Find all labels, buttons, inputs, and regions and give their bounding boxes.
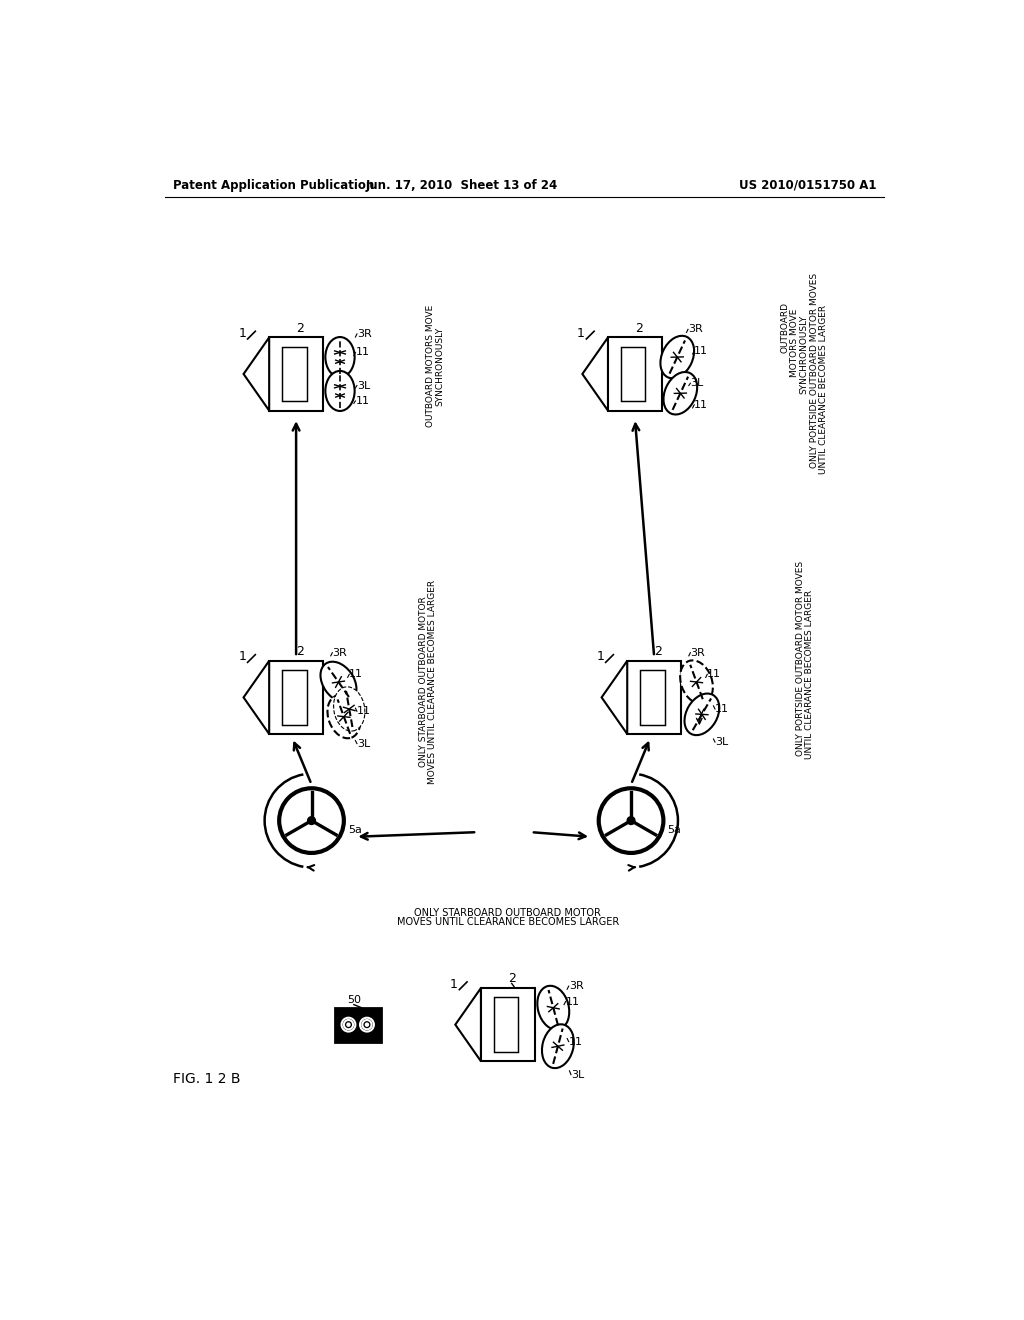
Text: 11: 11 (694, 346, 709, 356)
Text: MOVES UNTIL CLEARANCE BECOMES LARGER: MOVES UNTIL CLEARANCE BECOMES LARGER (396, 917, 618, 927)
Ellipse shape (680, 660, 713, 704)
Circle shape (599, 788, 664, 853)
Bar (608, 338, 662, 411)
Text: ONLY STARBOARD OUTBOARD MOTOR: ONLY STARBOARD OUTBOARD MOTOR (415, 908, 601, 917)
Text: ONLY PORTSIDE OUTBOARD MOTOR MOVES: ONLY PORTSIDE OUTBOARD MOTOR MOVES (810, 273, 819, 467)
Text: US 2010/0151750 A1: US 2010/0151750 A1 (739, 178, 877, 191)
Text: 11: 11 (355, 347, 370, 358)
Bar (640, 671, 665, 725)
Text: 11: 11 (694, 400, 709, 409)
Polygon shape (244, 661, 269, 734)
Ellipse shape (328, 696, 360, 738)
Bar (283, 347, 307, 401)
Bar (269, 338, 323, 411)
Ellipse shape (664, 372, 697, 414)
Text: 2: 2 (508, 973, 516, 985)
Text: 11: 11 (568, 1036, 583, 1047)
Ellipse shape (684, 693, 719, 735)
Bar (283, 671, 307, 725)
Text: 1: 1 (239, 651, 246, 664)
Text: 3L: 3L (571, 1069, 585, 1080)
Text: 11: 11 (349, 669, 364, 680)
Polygon shape (583, 338, 608, 411)
Text: 2: 2 (654, 645, 662, 659)
Bar (269, 661, 323, 734)
Text: 3R: 3R (333, 648, 347, 657)
Text: 5a: 5a (668, 825, 681, 836)
Bar (622, 347, 645, 401)
Ellipse shape (538, 986, 569, 1030)
Text: 1: 1 (239, 327, 246, 341)
Text: UNTIL CLEARANCE BECOMES LARGER: UNTIL CLEARANCE BECOMES LARGER (819, 305, 828, 474)
Text: 11: 11 (355, 396, 370, 407)
Bar (495, 997, 518, 1052)
Bar (481, 989, 535, 1061)
Polygon shape (244, 338, 269, 411)
Ellipse shape (326, 337, 354, 378)
Text: Jun. 17, 2010  Sheet 13 of 24: Jun. 17, 2010 Sheet 13 of 24 (366, 178, 558, 191)
Text: 3L: 3L (357, 380, 371, 391)
Text: 11: 11 (565, 997, 580, 1007)
Text: 3L: 3L (690, 379, 703, 388)
Text: OUTBOARD MOTORS MOVE: OUTBOARD MOTORS MOVE (426, 305, 435, 428)
Text: 11: 11 (715, 704, 729, 714)
Circle shape (627, 817, 635, 825)
Text: 11: 11 (708, 669, 721, 680)
Polygon shape (602, 661, 628, 734)
Ellipse shape (660, 335, 694, 379)
Text: 3R: 3R (690, 648, 706, 657)
Text: 3R: 3R (688, 325, 702, 334)
Ellipse shape (326, 371, 354, 411)
Circle shape (362, 1020, 372, 1030)
Text: 1: 1 (578, 327, 585, 341)
Text: Patent Application Publication: Patent Application Publication (173, 178, 374, 191)
Text: 3R: 3R (568, 981, 584, 991)
Text: 5a: 5a (348, 825, 361, 836)
Text: 2: 2 (296, 645, 304, 659)
Text: MOTORS MOVE: MOTORS MOVE (790, 309, 799, 378)
Ellipse shape (321, 661, 356, 702)
Text: 2: 2 (296, 322, 304, 335)
Text: 3L: 3L (715, 737, 728, 747)
Circle shape (344, 1020, 353, 1030)
Text: OUTBOARD: OUTBOARD (780, 302, 790, 354)
Text: FIG. 1 2 B: FIG. 1 2 B (173, 1072, 241, 1085)
Circle shape (307, 817, 315, 825)
Text: SYNCHRONOUSLY: SYNCHRONOUSLY (799, 315, 808, 395)
Text: UNTIL CLEARANCE BECOMES LARGER: UNTIL CLEARANCE BECOMES LARGER (805, 590, 814, 759)
Text: 3L: 3L (357, 739, 371, 748)
Bar (335, 1007, 381, 1041)
Ellipse shape (334, 686, 365, 731)
Circle shape (360, 1018, 374, 1032)
Text: 2: 2 (635, 322, 643, 335)
Text: 50: 50 (347, 995, 360, 1005)
Text: 11: 11 (357, 706, 371, 717)
Bar (628, 661, 681, 734)
Text: ONLY STARBOARD OUTBOARD MOTOR: ONLY STARBOARD OUTBOARD MOTOR (419, 597, 428, 767)
Text: MOVES UNTIL CLEARANCE BECOMES LARGER: MOVES UNTIL CLEARANCE BECOMES LARGER (428, 579, 437, 784)
Text: 1: 1 (596, 651, 604, 664)
Ellipse shape (542, 1024, 573, 1068)
Circle shape (347, 1023, 350, 1026)
Circle shape (342, 1018, 355, 1032)
Text: 1: 1 (450, 978, 458, 991)
Circle shape (366, 1023, 369, 1026)
Polygon shape (456, 989, 481, 1061)
Text: SYNCHRONOUSLY: SYNCHRONOUSLY (435, 326, 444, 407)
Circle shape (280, 788, 344, 853)
Text: 3R: 3R (357, 329, 372, 339)
Text: ONLY PORTSIDE OUTBOARD MOTOR MOVES: ONLY PORTSIDE OUTBOARD MOTOR MOVES (796, 561, 805, 756)
